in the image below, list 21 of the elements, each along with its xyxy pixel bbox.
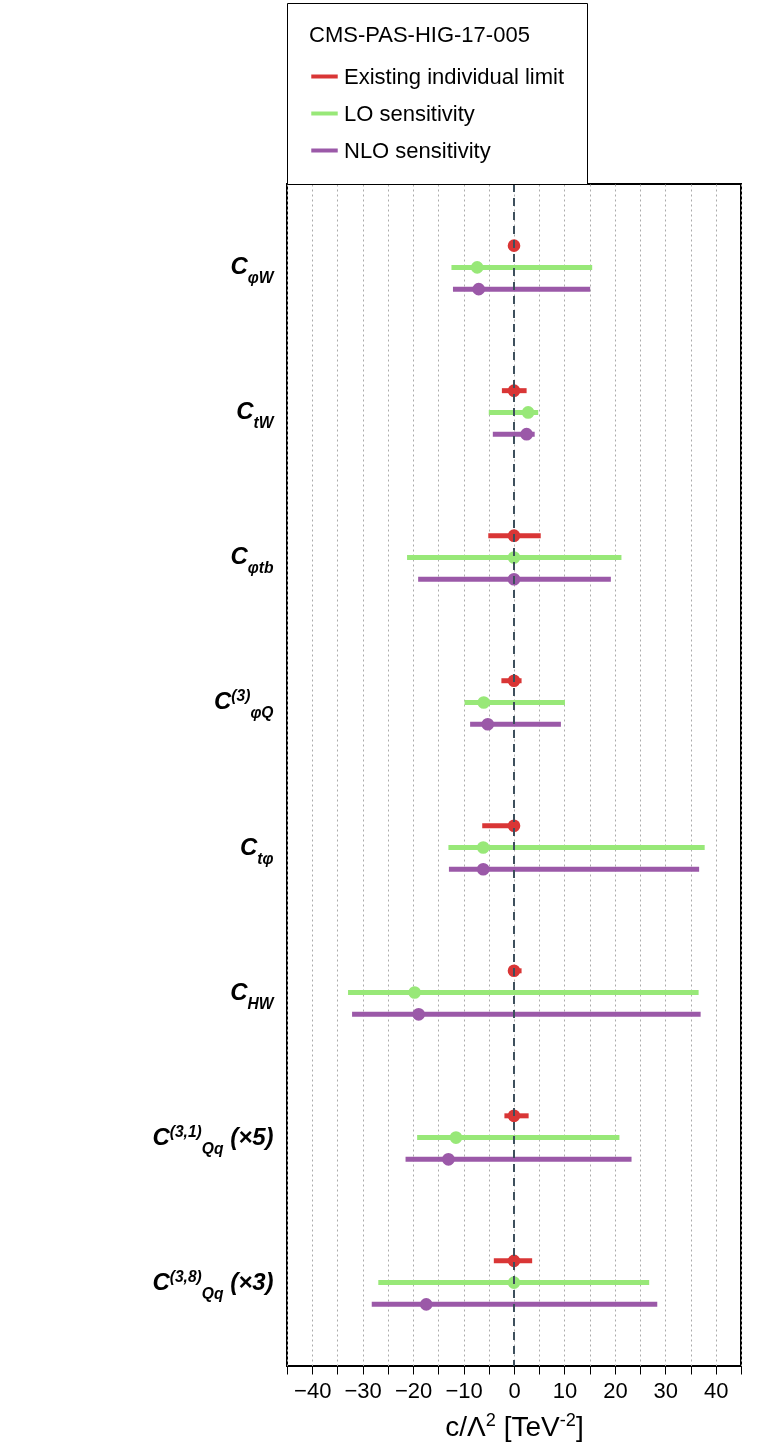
x-tick-label: 10 [552,1377,578,1403]
legend-title: CMS-PAS-HIG-17-005 [309,22,530,47]
x-tick-label: −10 [445,1377,483,1403]
x-tick-label: −30 [344,1377,382,1403]
y-tick-label: C$^{(3,1)}$$_{Qq}$ (×5) [152,1122,274,1157]
x-tick-label: −20 [394,1377,433,1403]
x-tick-label: 30 [653,1377,679,1403]
x-axis-title: c/Λ$^{2}$ [TeV$^{-2}$] [445,1409,584,1442]
x-tick-label: 40 [704,1377,729,1403]
y-tick-label: C$^{(3,8)}$$_{Qq}$ (×3) [152,1267,274,1302]
y-tick-label: C$_{φW}$ [230,252,275,286]
y-tick-label: C$_{φtb}$ [230,542,274,576]
legend-label: LO sensitivity [344,100,475,126]
x-tick-label: 0 [508,1377,521,1403]
x-tick-label: −40 [294,1377,332,1403]
legend-label: Existing individual limit [344,63,565,89]
x-tick-label: 20 [603,1377,628,1403]
y-tick-label: C$_{tW}$ [236,397,275,431]
y-tick-label: C$_{tφ}$ [239,832,274,867]
legend-label: NLO sensitivity [344,137,491,163]
y-tick-label: C$_{HW}$ [230,977,275,1012]
